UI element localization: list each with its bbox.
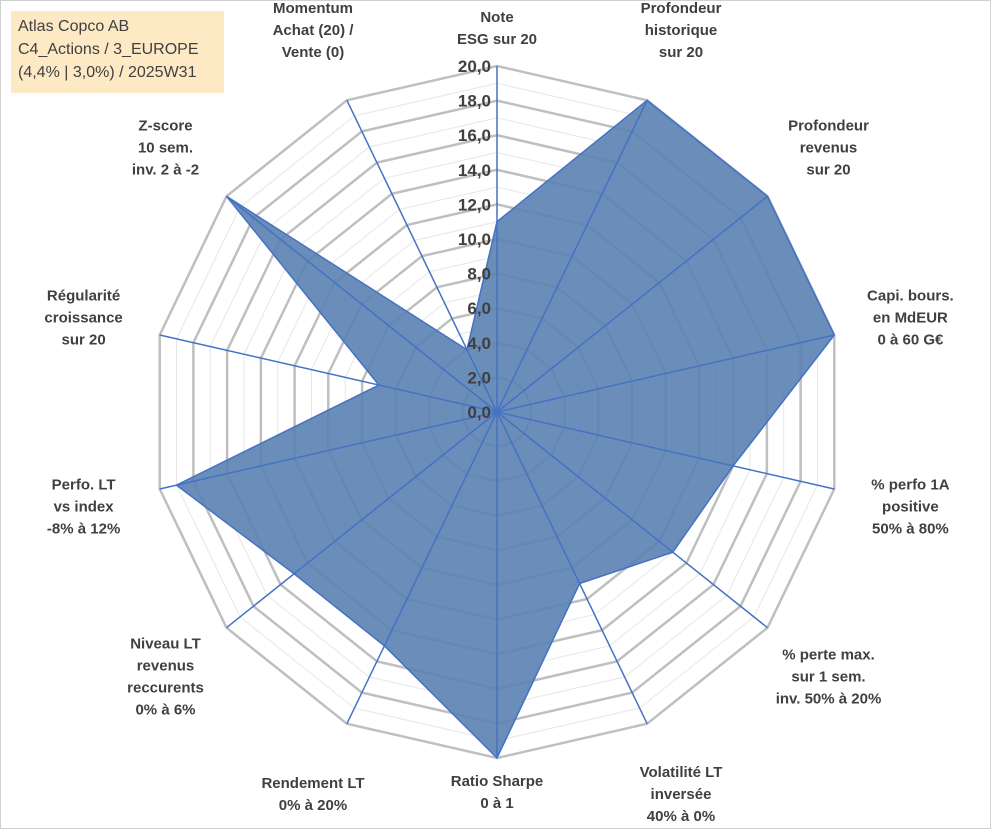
axis-label-line: inversée [651,786,712,803]
tick-label: 18,0 [458,92,491,111]
chart-title-box: Atlas Copco AB C4_Actions / 3_EUROPE (4,… [11,11,224,93]
axis-label-line: sur 1 sem. [791,668,865,685]
axis-spoke [346,99,498,413]
axis-spoke [496,195,768,413]
tick-label: 8,0 [467,265,491,284]
axis-spoke [226,195,498,413]
tick-label: 2,0 [467,368,491,387]
axis-spoke [496,334,835,413]
axis-label-line: Momentum [273,0,353,17]
axis-label: Momentum Achat (20) / Vente (0) [273,0,355,61]
axis-label-line: inv. 2 à -2 [132,162,199,179]
radial-tick-labels: 0,0 2,0 4,0 6,0 8,0 10,0 12,0 14,0 16,0 18,0 20,0 [458,57,491,422]
axis-spoke [346,411,498,725]
company-name: Atlas Copco AB [18,18,130,35]
axis-label: Note ESG sur 20 [457,9,537,48]
axis-label: Z-score 10 sem. inv. 2 à -2 [132,118,199,179]
axis-label-line: historique [645,22,718,39]
tick-label: 20,0 [458,57,491,76]
axis-label-line: en MdEUR [873,310,948,327]
axis-label-line: revenus [800,140,858,157]
axis-label: Niveau LT revenus reccurents 0% à 6% [127,635,204,718]
tick-label: 14,0 [458,161,491,180]
axis-label-line: vs index [54,498,115,515]
axis-label-line: Capi. bours. [867,288,954,305]
axis-label-line: croissance [44,310,122,327]
axis-label-line: % perte max. [782,646,875,663]
axis-label: Rendement LT 0% à 20% [261,775,364,814]
axis-label-line: 40% à 0% [647,808,715,825]
axis-label: Profondeur revenus sur 20 [788,118,869,179]
axis-spoke [159,411,498,490]
axis-label-line: 0 à 60 G€ [877,332,944,349]
axis-spoke [159,334,498,413]
tick-label: 12,0 [458,195,491,214]
axis-label-line: Profondeur [641,0,722,17]
axis-label-line: 50% à 80% [872,520,949,537]
axis-labels: Note ESG sur 20 Profondeur historique sur 20… [44,0,953,825]
axis-label: Perfo. LT vs index -8% à 12% [47,476,120,537]
axis-label: % perte max. sur 1 sem. inv. 50% à 20% [776,646,882,707]
axis-label-line: % perfo 1A [871,476,950,493]
tick-label: 0,0 [467,403,491,422]
axis-label-line: -8% à 12% [47,520,120,537]
tick-label: 4,0 [467,334,491,353]
tick-label: 16,0 [458,126,491,145]
axis-label-line: sur 20 [659,44,703,61]
portfolio-name: C4_Actions / 3_EUROPE [18,41,199,58]
axis-label-line: positive [882,498,939,515]
axis-label-line: sur 20 [61,332,105,349]
axis-label: Capi. bours. en MdEUR 0 à 60 G€ [867,288,954,349]
axis-spokes [159,66,835,758]
axis-label-line: Volatilité LT [640,764,723,781]
axis-label-line: 10 sem. [138,140,193,157]
axis-label-line: sur 20 [806,162,850,179]
axis-label: Volatilité LT inversée 40% à 0% [640,764,723,825]
axis-label: Ratio Sharpe 0 à 1 [451,773,544,812]
axis-label: Profondeur historique sur 20 [641,0,722,61]
axis-label-line: Z-score [138,118,192,135]
axis-label-line: Perfo. LT [52,476,116,493]
axis-label-line: Régularité [47,288,120,305]
axis-label-line: 0% à 20% [279,797,347,814]
tick-label: 6,0 [467,299,491,318]
axis-spoke [496,99,648,413]
axis-label: % perfo 1A positive 50% à 80% [871,476,950,537]
axis-spoke [226,411,498,629]
axis-label-line: ESG sur 20 [457,31,537,48]
axis-label-line: inv. 50% à 20% [776,690,882,707]
axis-spoke [496,411,768,629]
axis-label-line: Achat (20) / [273,22,355,39]
axis-label-line: revenus [137,657,195,674]
axis-label-line: 0% à 6% [135,701,195,718]
axis-spoke [496,411,648,725]
axis-label-line: Ratio Sharpe [451,773,544,790]
tick-label: 10,0 [458,230,491,249]
axis-label-line: 0 à 1 [480,795,513,812]
axis-label: Régularité croissance sur 20 [44,288,122,349]
period-info: (4,4% | 3,0%) / 2025W31 [18,64,197,81]
axis-label-line: Niveau LT [130,635,201,652]
axis-label-line: reccurents [127,679,204,696]
axis-label-line: Rendement LT [261,775,364,792]
axis-label-line: Profondeur [788,118,869,135]
axis-label-line: Vente (0) [282,44,345,61]
axis-label-line: Note [480,9,513,26]
axis-spoke [496,411,835,490]
